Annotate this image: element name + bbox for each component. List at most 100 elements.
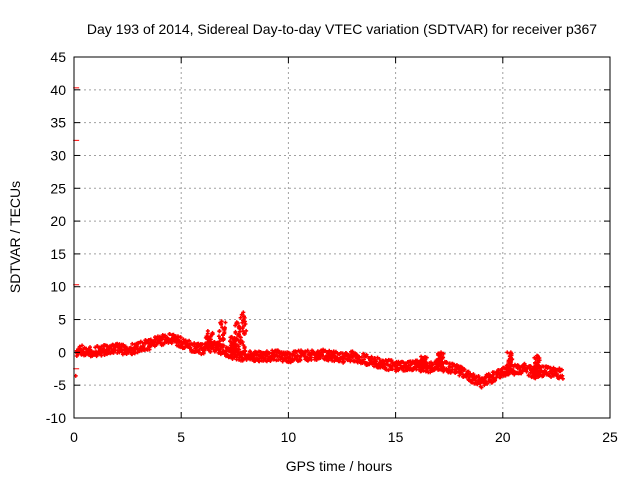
data-point — [298, 358, 303, 363]
data-point — [503, 373, 508, 378]
data-point — [101, 346, 106, 351]
data-point — [207, 344, 212, 349]
data-point — [508, 350, 513, 355]
data-point — [326, 358, 331, 363]
data-point — [535, 360, 540, 365]
data-point — [238, 315, 243, 320]
data-point — [437, 362, 442, 367]
data-point — [268, 359, 273, 364]
data-point — [531, 371, 536, 376]
y-tick-label: 40 — [50, 82, 66, 98]
data-point — [233, 331, 238, 336]
data-point — [377, 356, 382, 361]
data-point — [187, 338, 192, 343]
data-point — [303, 349, 308, 354]
data-point — [462, 367, 467, 372]
data-point — [232, 335, 237, 340]
x-axis-label: GPS time / hours — [286, 458, 393, 474]
data-point — [163, 333, 168, 338]
y-tick-label: 0 — [58, 344, 66, 360]
data-point — [132, 351, 137, 356]
data-point — [504, 363, 509, 368]
data-point — [236, 338, 241, 343]
data-point — [504, 366, 509, 371]
data-point — [242, 331, 247, 336]
data-point — [559, 367, 564, 372]
y-tick-label: -5 — [54, 377, 67, 393]
data-point — [498, 368, 503, 373]
data-points — [73, 87, 565, 390]
y-tick-label: 10 — [50, 279, 66, 295]
data-point — [386, 368, 391, 373]
data-point — [523, 363, 528, 368]
data-point — [241, 310, 246, 315]
data-point — [459, 369, 464, 374]
data-point — [205, 328, 210, 333]
data-point — [430, 361, 435, 366]
y-tick-label: 45 — [50, 49, 66, 65]
data-point — [436, 357, 441, 362]
data-point — [505, 350, 510, 355]
grid-lines — [74, 57, 610, 418]
data-point — [216, 334, 221, 339]
x-tick-label: 25 — [602, 429, 618, 445]
data-point — [175, 334, 180, 339]
data-point — [88, 345, 93, 350]
data-point — [167, 331, 172, 336]
data-point — [506, 372, 511, 377]
data-point — [479, 385, 484, 390]
data-point — [421, 355, 426, 360]
data-point — [242, 314, 247, 319]
data-point — [140, 340, 145, 345]
y-tick-label: 15 — [50, 246, 66, 262]
x-tick-label: 5 — [177, 429, 185, 445]
data-point — [361, 357, 366, 362]
data-point — [485, 381, 490, 386]
y-tick-label: 25 — [50, 180, 66, 196]
data-point — [208, 334, 213, 339]
y-tick-label: 35 — [50, 115, 66, 131]
data-point — [148, 337, 153, 342]
data-point — [239, 312, 244, 317]
data-point — [237, 334, 242, 339]
data-point — [354, 352, 359, 357]
data-point — [220, 336, 225, 341]
data-point — [424, 360, 429, 365]
data-point — [241, 317, 246, 322]
y-axis-label: SDTVAR / TECUs — [7, 181, 23, 293]
data-point — [240, 326, 245, 331]
data-point — [490, 380, 495, 385]
data-point — [227, 339, 232, 344]
data-point — [327, 348, 332, 353]
data-point — [169, 341, 174, 346]
data-point — [423, 363, 428, 368]
data-point — [220, 343, 225, 348]
data-point — [154, 342, 159, 347]
data-point — [524, 369, 529, 374]
data-point — [201, 351, 206, 356]
data-point — [210, 332, 215, 337]
data-point — [248, 350, 253, 355]
data-point — [348, 359, 353, 364]
data-point — [147, 347, 152, 352]
data-point — [447, 363, 452, 368]
data-point — [314, 357, 319, 362]
x-tick-label: 10 — [281, 429, 297, 445]
data-point — [341, 359, 346, 364]
plot-frame — [73, 56, 611, 419]
data-point — [493, 378, 498, 383]
data-point — [202, 345, 207, 350]
data-point — [80, 343, 85, 348]
data-point — [305, 348, 310, 353]
data-point — [123, 344, 128, 349]
data-point — [236, 344, 241, 349]
data-point — [533, 360, 538, 365]
data-point — [217, 329, 222, 334]
data-point — [537, 358, 542, 363]
data-point — [549, 374, 554, 379]
data-point — [364, 352, 369, 357]
data-point — [208, 349, 213, 354]
data-point — [397, 367, 402, 372]
